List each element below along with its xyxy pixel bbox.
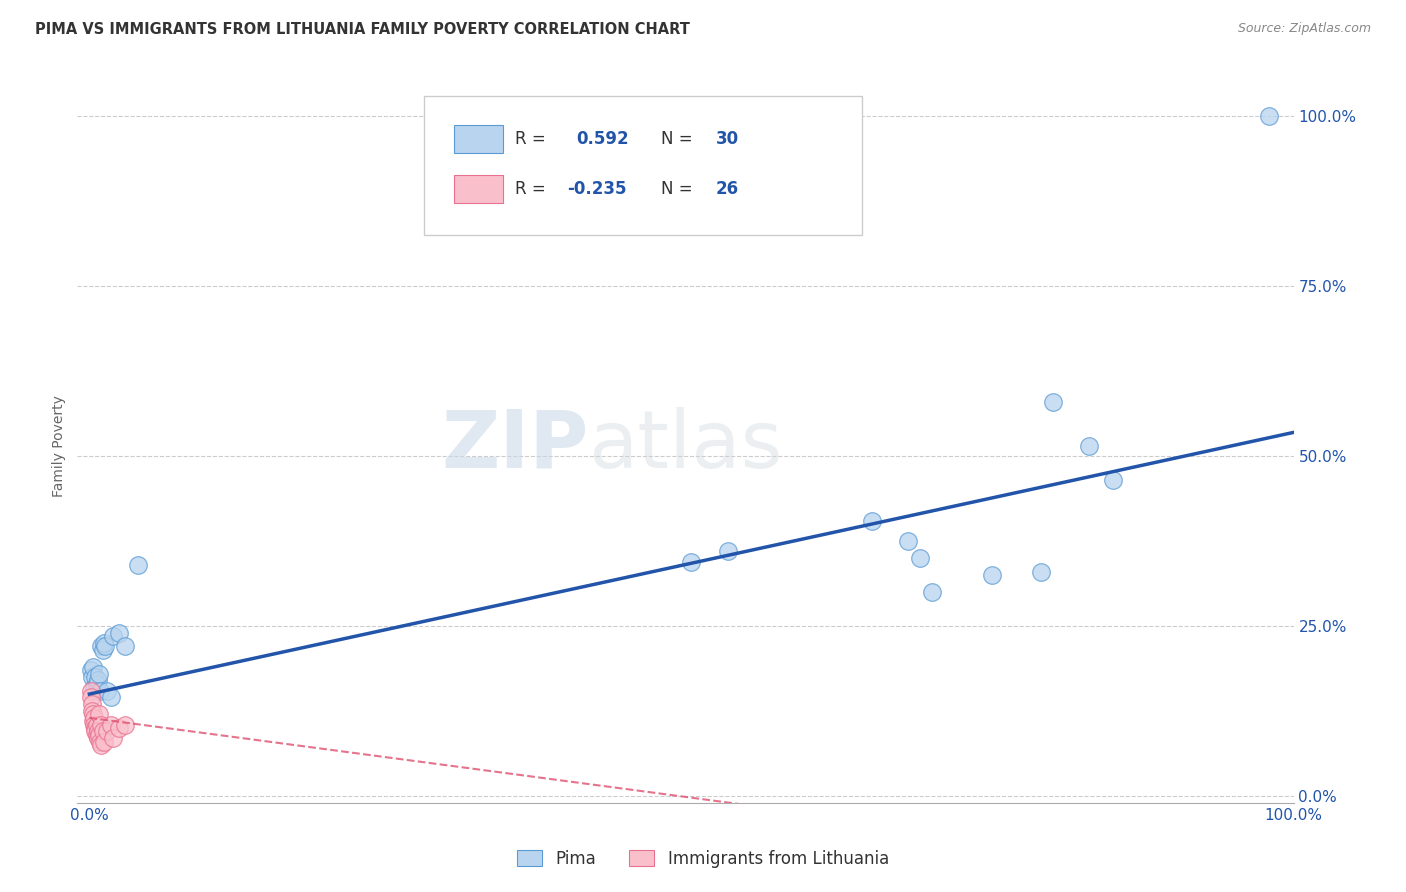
Text: ZIP: ZIP xyxy=(441,407,588,485)
Point xyxy=(860,514,883,528)
Point xyxy=(910,551,932,566)
Text: N =: N = xyxy=(661,130,693,148)
Y-axis label: Family Poverty: Family Poverty xyxy=(52,395,66,497)
Point xyxy=(89,683,111,698)
Point xyxy=(1258,109,1281,123)
Point xyxy=(100,690,122,705)
Point xyxy=(96,683,118,698)
Text: 26: 26 xyxy=(716,180,740,198)
Point xyxy=(89,734,111,748)
FancyBboxPatch shape xyxy=(454,175,503,203)
Point xyxy=(716,544,738,558)
Point xyxy=(108,626,131,640)
Point xyxy=(84,724,107,739)
Point xyxy=(79,690,101,705)
Point xyxy=(103,629,125,643)
Point xyxy=(114,717,136,731)
Point xyxy=(93,636,115,650)
Point xyxy=(80,698,103,712)
Point xyxy=(83,711,105,725)
Point xyxy=(127,558,149,572)
Point xyxy=(921,585,943,599)
Text: R =: R = xyxy=(515,130,546,148)
Point xyxy=(86,728,108,742)
Point xyxy=(83,717,105,731)
FancyBboxPatch shape xyxy=(425,96,862,235)
Point xyxy=(981,568,1004,582)
Point xyxy=(87,666,110,681)
Point xyxy=(94,640,117,654)
Point xyxy=(114,640,136,654)
Text: -0.235: -0.235 xyxy=(568,180,627,198)
Point xyxy=(87,728,110,742)
Point xyxy=(82,714,104,729)
FancyBboxPatch shape xyxy=(454,125,503,153)
Point xyxy=(90,738,112,752)
Text: 0.592: 0.592 xyxy=(576,130,628,148)
Point xyxy=(1042,394,1064,409)
Point xyxy=(84,721,107,735)
Text: Source: ZipAtlas.com: Source: ZipAtlas.com xyxy=(1237,22,1371,36)
Point xyxy=(87,731,110,746)
Text: N =: N = xyxy=(661,180,693,198)
Point xyxy=(82,660,104,674)
Point xyxy=(1029,565,1052,579)
Point xyxy=(91,643,114,657)
Point xyxy=(93,734,115,748)
Point xyxy=(90,717,112,731)
Text: R =: R = xyxy=(515,180,546,198)
Point xyxy=(82,707,104,722)
Point xyxy=(681,555,703,569)
Point xyxy=(91,724,114,739)
Point xyxy=(87,673,110,688)
Point xyxy=(79,683,101,698)
Point xyxy=(83,680,105,694)
Point xyxy=(108,721,131,735)
Point xyxy=(897,534,920,549)
Point xyxy=(103,731,125,746)
Point xyxy=(86,677,108,691)
Point xyxy=(84,670,107,684)
Point xyxy=(80,670,103,684)
Legend: Pima, Immigrants from Lithuania: Pima, Immigrants from Lithuania xyxy=(510,844,896,875)
Point xyxy=(87,724,110,739)
Point xyxy=(80,704,103,718)
Text: atlas: atlas xyxy=(588,407,783,485)
Point xyxy=(96,724,118,739)
Point xyxy=(90,640,112,654)
Point xyxy=(100,717,122,731)
Text: PIMA VS IMMIGRANTS FROM LITHUANIA FAMILY POVERTY CORRELATION CHART: PIMA VS IMMIGRANTS FROM LITHUANIA FAMILY… xyxy=(35,22,690,37)
Point xyxy=(837,127,859,141)
Point xyxy=(1102,473,1125,487)
Point xyxy=(79,663,101,677)
Text: 30: 30 xyxy=(716,130,740,148)
Point xyxy=(86,717,108,731)
Point xyxy=(87,707,110,722)
Point xyxy=(1077,439,1099,453)
